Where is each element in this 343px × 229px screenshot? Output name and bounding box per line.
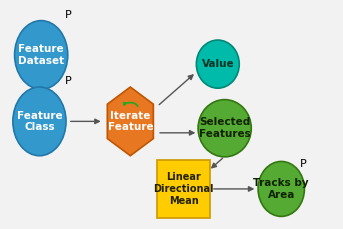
Text: Iterate
Feature: Iterate Feature <box>107 111 153 132</box>
Text: Linear
Directional
Mean: Linear Directional Mean <box>153 172 214 205</box>
Ellipse shape <box>258 161 304 216</box>
Text: Feature
Class: Feature Class <box>16 111 62 132</box>
Polygon shape <box>107 87 153 156</box>
Ellipse shape <box>14 21 68 89</box>
Text: Value: Value <box>201 59 234 69</box>
FancyBboxPatch shape <box>157 160 210 218</box>
Text: Tracks by
Area: Tracks by Area <box>253 178 309 200</box>
Ellipse shape <box>196 40 239 88</box>
Text: Feature
Dataset: Feature Dataset <box>18 44 64 66</box>
Text: Selected
Features: Selected Features <box>199 117 250 139</box>
Ellipse shape <box>13 87 66 156</box>
Ellipse shape <box>198 100 251 157</box>
Text: P: P <box>65 10 72 20</box>
Text: P: P <box>65 76 72 86</box>
Text: P: P <box>300 159 307 169</box>
